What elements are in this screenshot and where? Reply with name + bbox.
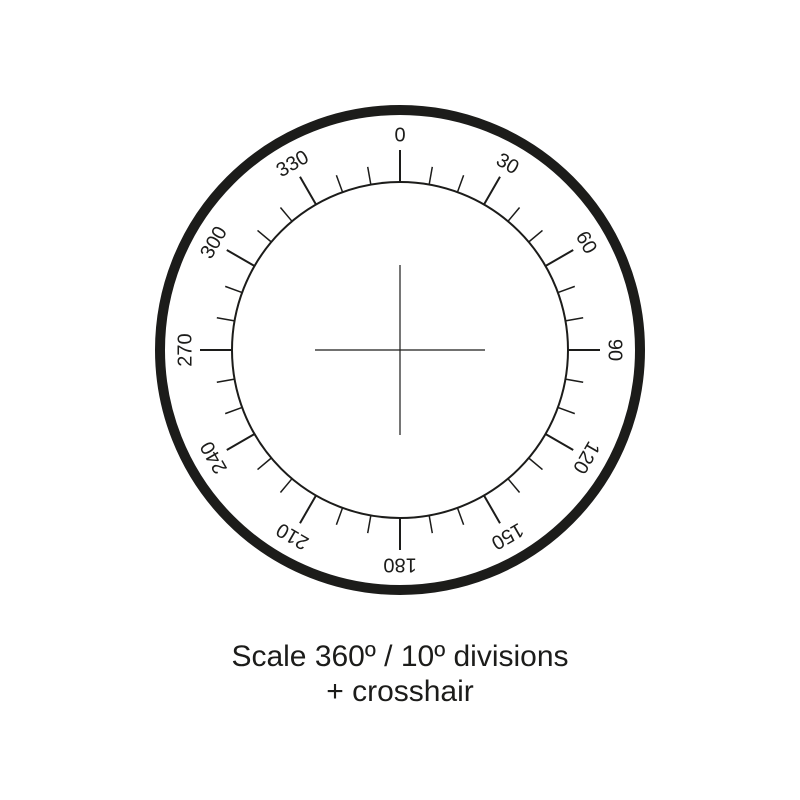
minor-tick (508, 479, 520, 493)
major-tick (300, 495, 316, 523)
minor-tick (336, 175, 342, 192)
minor-tick (565, 318, 583, 321)
caption-line-2: + crosshair (326, 675, 474, 708)
minor-tick (368, 167, 371, 185)
major-tick (227, 434, 255, 450)
minor-tick (508, 208, 520, 222)
minor-tick (558, 286, 575, 292)
degree-label: 120 (568, 437, 604, 477)
minor-tick (217, 318, 235, 321)
minor-tick (336, 508, 342, 525)
degree-label: 210 (273, 518, 313, 554)
minor-tick (558, 407, 575, 413)
minor-tick (429, 167, 432, 185)
minor-tick (258, 458, 272, 470)
degree-label: 60 (571, 228, 601, 258)
caption-line-1: Scale 360º / 10º divisions (231, 640, 568, 673)
degree-label: 150 (487, 518, 527, 554)
major-tick (484, 177, 500, 205)
minor-tick (529, 230, 543, 242)
minor-tick (280, 208, 292, 222)
minor-tick (565, 379, 583, 382)
minor-tick (217, 379, 235, 382)
degree-label: 90 (604, 339, 626, 361)
degree-label: 240 (196, 437, 232, 477)
major-tick (227, 250, 255, 266)
degree-label: 270 (174, 333, 196, 366)
minor-tick (457, 508, 463, 525)
minor-tick (225, 407, 242, 413)
minor-tick (429, 515, 432, 533)
minor-tick (258, 230, 272, 242)
minor-tick (225, 286, 242, 292)
minor-tick (457, 175, 463, 192)
major-tick (545, 250, 573, 266)
degree-label: 0 (394, 124, 405, 146)
major-tick (545, 434, 573, 450)
minor-tick (280, 479, 292, 493)
major-tick (300, 177, 316, 205)
degree-label: 300 (196, 223, 232, 263)
degree-label: 180 (383, 554, 416, 576)
minor-tick (529, 458, 543, 470)
minor-tick (368, 515, 371, 533)
major-tick (484, 495, 500, 523)
degree-label: 330 (273, 146, 313, 182)
degree-label: 30 (492, 149, 522, 179)
figure-caption: Scale 360º / 10º divisions + crosshair (0, 640, 800, 709)
